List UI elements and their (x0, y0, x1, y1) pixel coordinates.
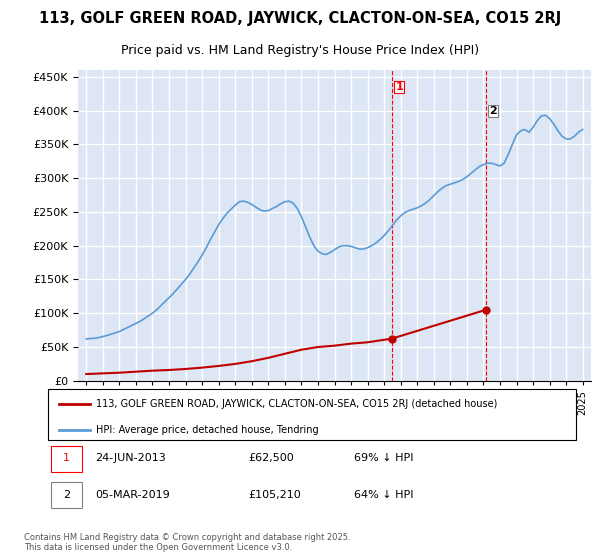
Text: 05-MAR-2019: 05-MAR-2019 (95, 490, 170, 500)
Text: 69% ↓ HPI: 69% ↓ HPI (354, 454, 414, 464)
Text: £105,210: £105,210 (248, 490, 301, 500)
Text: 2: 2 (63, 490, 70, 500)
Text: Contains HM Land Registry data © Crown copyright and database right 2025.
This d: Contains HM Land Registry data © Crown c… (24, 533, 350, 552)
Text: HPI: Average price, detached house, Tendring: HPI: Average price, detached house, Tend… (95, 424, 318, 435)
Text: 24-JUN-2013: 24-JUN-2013 (95, 454, 166, 464)
FancyBboxPatch shape (50, 482, 82, 508)
Text: 64% ↓ HPI: 64% ↓ HPI (354, 490, 414, 500)
Text: £62,500: £62,500 (248, 454, 295, 464)
Text: Price paid vs. HM Land Registry's House Price Index (HPI): Price paid vs. HM Land Registry's House … (121, 44, 479, 58)
Text: 1: 1 (395, 82, 403, 92)
FancyBboxPatch shape (48, 389, 576, 440)
Text: 2: 2 (490, 106, 497, 116)
Text: 113, GOLF GREEN ROAD, JAYWICK, CLACTON-ON-SEA, CO15 2RJ (detached house): 113, GOLF GREEN ROAD, JAYWICK, CLACTON-O… (95, 399, 497, 409)
Text: 1: 1 (63, 454, 70, 464)
Text: 113, GOLF GREEN ROAD, JAYWICK, CLACTON-ON-SEA, CO15 2RJ: 113, GOLF GREEN ROAD, JAYWICK, CLACTON-O… (39, 11, 561, 26)
FancyBboxPatch shape (50, 446, 82, 472)
